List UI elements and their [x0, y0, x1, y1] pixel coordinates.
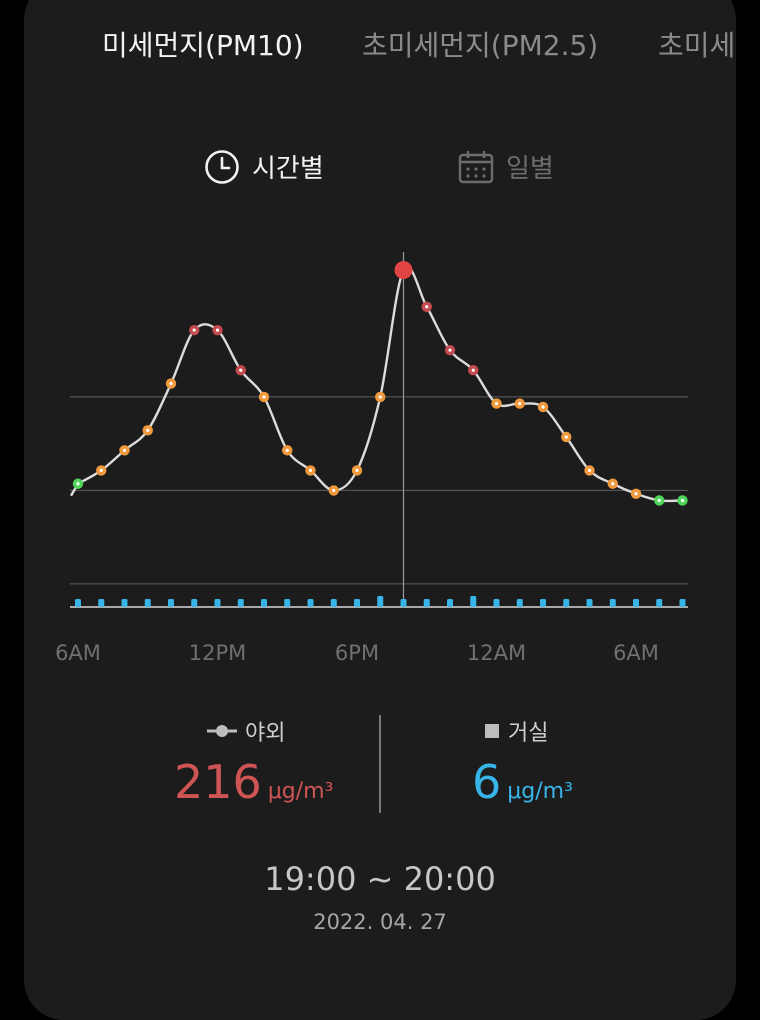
x-tick-label: 6AM	[613, 641, 659, 665]
daily-button[interactable]: 일별	[458, 148, 554, 185]
pollutant-tabs: 미세먼지(PM10) 초미세먼지(PM2.5) 초미세	[24, 24, 736, 74]
outdoor-point-center	[169, 381, 173, 386]
outdoor-point-center	[192, 328, 196, 332]
indoor-bar	[493, 599, 500, 607]
reading-legend: 야외 216 μg/m³ 거실 6 μg/m³	[24, 715, 736, 835]
outdoor-point-center	[76, 482, 80, 486]
indoor-bar	[377, 596, 384, 607]
indoor-bar	[191, 599, 198, 607]
selected-time-range: 19:00 ~ 20:00	[264, 860, 496, 898]
clock-icon	[205, 149, 239, 184]
indoor-legend: 거실	[484, 715, 548, 747]
indoor-bar	[214, 599, 221, 607]
period-toggle: 시간별 일별	[24, 148, 736, 192]
indoor-bar	[261, 599, 267, 607]
legend-divider	[379, 715, 381, 813]
outdoor-point-center	[680, 498, 685, 503]
line-dot-icon	[207, 725, 237, 737]
indoor-bar	[586, 599, 593, 607]
indoor-bar	[330, 599, 337, 607]
indoor-bar	[144, 599, 151, 607]
indoor-unit: μg/m³	[507, 779, 573, 804]
indoor-value: 6 μg/m³	[472, 755, 573, 809]
indoor-bar	[75, 599, 81, 607]
indoor-bar	[656, 599, 663, 607]
outdoor-point-center	[99, 468, 103, 472]
selected-point	[394, 261, 413, 280]
outdoor-unit: μg/m³	[267, 779, 334, 804]
outdoor-point-center	[378, 395, 382, 399]
indoor-bar	[400, 599, 407, 607]
outdoor-point-center	[308, 468, 313, 472]
outdoor-point-center	[122, 448, 127, 452]
indoor-bar	[423, 599, 430, 607]
outdoor-number: 216	[174, 755, 262, 809]
outdoor-point-center	[634, 492, 638, 496]
indoor-bar	[470, 596, 477, 607]
outdoor-point-center	[425, 305, 429, 309]
hourly-label: 시간별	[252, 154, 324, 184]
indoor-label: 거실	[508, 721, 549, 746]
outdoor-point-center	[518, 402, 522, 406]
indoor-bar	[121, 599, 128, 607]
outdoor-point-center	[448, 348, 452, 352]
tab-pm25[interactable]: 초미세먼지(PM2.5)	[362, 29, 599, 62]
pm10-hourly-chart[interactable]: 6AM 12PM 6PM 12AM 6AM	[24, 0, 736, 680]
outdoor-point-center	[262, 395, 266, 399]
indoor-bar	[609, 599, 616, 607]
outdoor-point-center	[587, 468, 592, 472]
outdoor-point-center	[239, 368, 243, 372]
square-icon	[485, 724, 499, 738]
outdoor-point-center	[471, 368, 475, 372]
outdoor-point-center	[215, 328, 220, 332]
indoor-bar	[354, 599, 360, 607]
outdoor-label: 야외	[245, 721, 286, 746]
outdoor-point-center	[355, 468, 359, 472]
x-tick-label: 12AM	[467, 641, 526, 665]
x-tick-label: 6PM	[335, 641, 379, 665]
outdoor-point-center	[611, 482, 615, 486]
x-tick-label: 12PM	[189, 641, 247, 665]
tab-pm10[interactable]: 미세먼지(PM10)	[102, 29, 304, 62]
x-tick-label: 6AM	[55, 641, 101, 665]
air-quality-card: 미세먼지(PM10) 초미세먼지(PM2.5) 초미세 시간별 일별 6AM 12…	[24, 0, 736, 1020]
indoor-bar	[563, 599, 570, 607]
indoor-bar	[284, 599, 291, 607]
indoor-bar	[98, 599, 105, 607]
indoor-bar	[516, 599, 523, 607]
tab-ultrafine[interactable]: 초미세	[658, 29, 736, 62]
outdoor-point-center	[657, 498, 661, 503]
outdoor-point-center	[332, 488, 336, 493]
indoor-bar	[447, 599, 453, 607]
selected-date: 2022. 04. 27	[313, 910, 447, 934]
daily-label: 일별	[506, 154, 554, 184]
outdoor-point-center	[541, 405, 545, 409]
outdoor-point-center	[494, 402, 499, 406]
outdoor-point-center	[564, 435, 568, 439]
outdoor-point-center	[146, 428, 150, 432]
indoor-bar	[237, 599, 244, 607]
indoor-bar	[633, 599, 639, 607]
indoor-number: 6	[472, 755, 502, 809]
hourly-button[interactable]: 시간별	[204, 148, 324, 185]
indoor-bar	[168, 599, 174, 607]
indoor-bar	[307, 599, 314, 607]
indoor-bar	[679, 599, 686, 607]
calendar-icon	[458, 150, 494, 183]
outdoor-point-center	[285, 448, 289, 452]
outdoor-legend: 야외	[207, 715, 285, 747]
outdoor-value: 216 μg/m³	[174, 755, 333, 809]
indoor-bar	[540, 599, 546, 607]
